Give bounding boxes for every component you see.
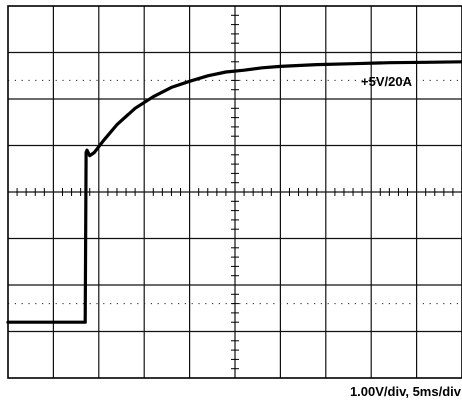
center-axis-ticks — [16, 14, 454, 370]
trace-plus5v-20a — [6, 60, 462, 324]
trace-label: +5V/20A — [361, 74, 413, 89]
graticule-border — [7, 5, 462, 379]
scale-setting-label: 1.00V/div, 5ms/div — [350, 384, 462, 399]
